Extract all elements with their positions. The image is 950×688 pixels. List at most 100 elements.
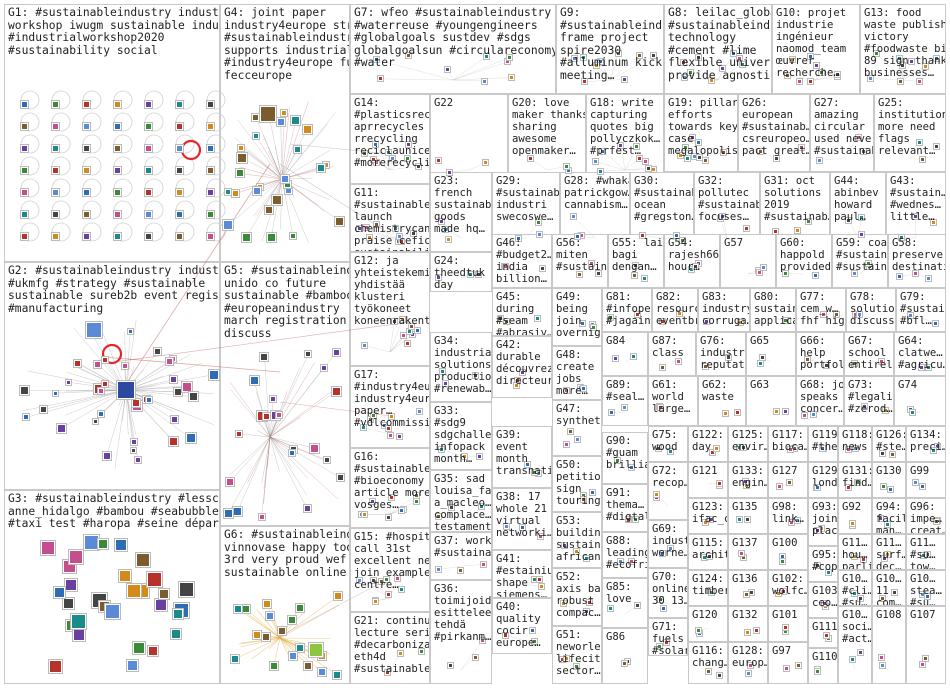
user-node <box>784 72 790 78</box>
group-g35: G35: sad louisa_faux… a_macleo… complace… <box>430 470 492 532</box>
user-node <box>405 52 411 58</box>
group-label: G42: durable découvrez directeur… <box>496 339 552 387</box>
user-node <box>773 228 779 234</box>
group-label: G6: #sustainableindustry vinnovase happy… <box>224 528 350 579</box>
user-node <box>705 668 711 674</box>
user-node <box>697 155 703 161</box>
user-node <box>650 53 656 59</box>
group-label: G15: #hospital call 31st excellent next … <box>354 531 430 591</box>
user-node <box>48 659 62 673</box>
user-node <box>581 496 587 502</box>
user-node <box>242 605 251 614</box>
group-g95: G95: #cop2… <box>808 546 838 582</box>
user-node <box>600 148 606 154</box>
user-node <box>334 216 344 226</box>
group-label: G10… #cli… #su… <box>842 573 872 606</box>
group-g110: G110 <box>808 648 838 684</box>
group-g48: G48: create jobs more… <box>552 346 602 400</box>
group-label: G120 <box>692 609 718 621</box>
user-node <box>384 670 390 676</box>
group-g71: G71: fuels #solar… <box>648 618 688 656</box>
user-node <box>175 100 183 108</box>
user-node <box>882 555 888 561</box>
user-node <box>287 615 296 624</box>
user-node <box>293 145 301 153</box>
user-node <box>270 395 277 402</box>
user-node <box>173 608 184 619</box>
group-g61: G61: world large… <box>648 376 698 426</box>
group-g1: G1: #sustainableindustry industrial work… <box>4 4 220 262</box>
user-node <box>702 519 708 525</box>
user-node <box>880 484 886 490</box>
user-node <box>707 554 713 560</box>
user-node <box>113 210 121 218</box>
user-node <box>178 582 194 598</box>
user-node <box>291 116 301 125</box>
user-node <box>82 232 90 240</box>
user-node <box>571 213 577 219</box>
user-node <box>859 215 865 221</box>
group-label: G22 <box>434 97 454 109</box>
group-g99: G99 <box>906 462 946 498</box>
user-node <box>483 160 489 166</box>
group-g90: G90: #guam brillian… <box>602 432 648 484</box>
user-node <box>41 540 56 555</box>
user-node <box>656 446 662 452</box>
user-node <box>51 166 59 174</box>
group-label: G8: leilac_global #sustainableindust… te… <box>668 6 771 82</box>
group-label: G3: #sustainableindustry #lessco2 anne_h… <box>8 492 220 531</box>
user-node <box>587 599 593 605</box>
user-node <box>815 484 821 490</box>
group-g85: G85: love <box>602 578 648 628</box>
user-node <box>303 505 311 513</box>
user-node <box>74 360 82 368</box>
user-node <box>175 122 183 130</box>
user-node <box>436 274 442 280</box>
user-node <box>144 122 152 130</box>
user-node <box>745 629 751 635</box>
user-node <box>51 100 59 108</box>
user-node <box>472 654 478 660</box>
user-node <box>896 56 902 62</box>
user-node <box>563 442 569 448</box>
group-g102: G102: wolfc… <box>768 570 808 606</box>
group-label: G110 <box>812 651 838 663</box>
user-node <box>503 318 509 324</box>
user-node <box>536 471 542 476</box>
group-label: G26: european #sustainab… csreuropeo… pa… <box>742 97 810 157</box>
group-g122: G122: day <box>688 426 728 462</box>
user-node <box>874 51 880 57</box>
user-node <box>688 266 694 272</box>
user-node <box>277 627 286 636</box>
user-node <box>520 524 526 530</box>
user-node <box>717 480 723 486</box>
user-node <box>396 433 402 439</box>
user-node <box>289 652 298 661</box>
user-node <box>409 323 415 329</box>
user-node <box>253 187 262 196</box>
user-node <box>168 437 178 447</box>
user-node <box>574 548 580 554</box>
user-node <box>504 59 510 65</box>
user-node <box>787 447 793 453</box>
group-label: G30: #sustainab… ocean #gregston… <box>634 175 694 223</box>
group-g37: G37: work #sustaina… <box>430 532 492 580</box>
user-node <box>584 555 590 561</box>
user-node <box>739 61 745 67</box>
user-node <box>269 661 278 670</box>
group-g106: G10… 11 com… <box>872 570 906 606</box>
user-node <box>650 167 656 173</box>
user-node <box>262 632 271 641</box>
user-node <box>907 312 913 318</box>
user-node <box>57 423 67 433</box>
user-node <box>561 543 567 549</box>
group-g79: G79: #sustai… #bfl… <box>896 288 946 332</box>
user-node <box>206 100 214 108</box>
group-label: G37: work #sustaina… <box>434 535 492 559</box>
user-node <box>919 364 925 370</box>
user-node <box>175 232 183 240</box>
group-label: G99 <box>910 465 930 477</box>
user-node <box>805 357 811 363</box>
group-g10: G10: projet industrie ingénieur naomod_t… <box>772 4 860 94</box>
group-g86: G86 <box>602 628 648 684</box>
